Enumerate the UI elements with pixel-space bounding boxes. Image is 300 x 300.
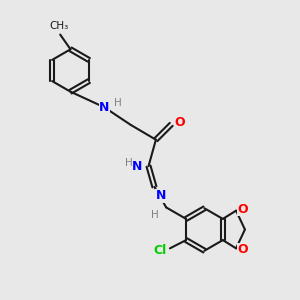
Text: H: H [114, 98, 122, 108]
Text: N: N [156, 189, 166, 202]
Text: O: O [174, 116, 185, 129]
Text: H: H [151, 210, 159, 220]
Text: O: O [238, 243, 248, 256]
Text: O: O [238, 203, 248, 216]
Text: N: N [99, 101, 110, 114]
Text: H: H [125, 158, 133, 168]
Text: Cl: Cl [154, 244, 167, 257]
Text: CH₃: CH₃ [50, 21, 69, 31]
Text: N: N [132, 160, 142, 173]
